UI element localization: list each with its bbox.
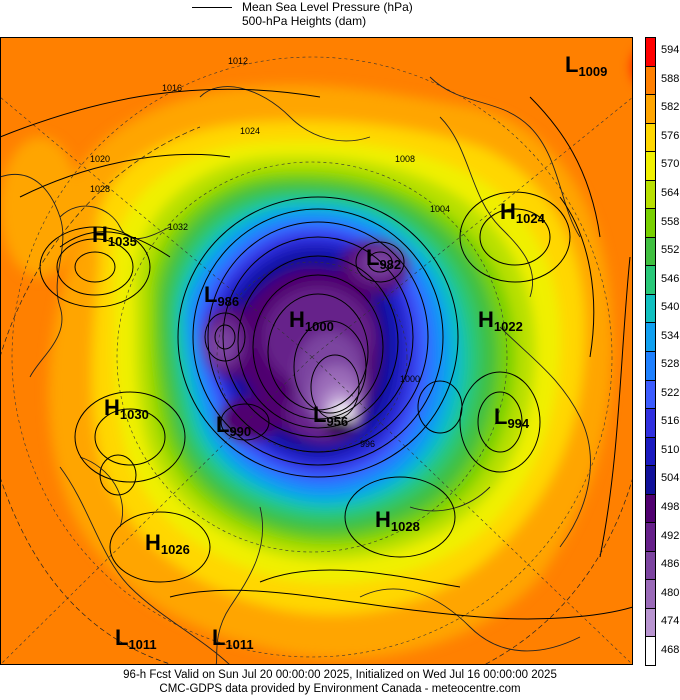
colorbar-swatch xyxy=(645,493,656,524)
colorbar-swatch xyxy=(645,607,656,638)
legend-heights-label: 500-hPa Heights (dam) xyxy=(242,14,367,28)
colorbar-label: 552 xyxy=(661,244,680,257)
isobar-label: 1000 xyxy=(400,374,420,384)
colorbar-label: 504 xyxy=(661,472,680,485)
colorbar-label: 480 xyxy=(661,586,680,599)
colorbar-label: 522 xyxy=(661,386,680,399)
colorbar-label: 492 xyxy=(661,529,680,542)
colorbar-label: 468 xyxy=(661,643,680,656)
map-footer: 96-h Fcst Valid on Sun Jul 20 00:00:00 2… xyxy=(0,668,680,696)
isobar-label: 1028 xyxy=(90,184,110,194)
isobar-label: 1008 xyxy=(395,154,415,164)
colorbar-swatch xyxy=(645,322,656,352)
isobar-label: 996 xyxy=(360,439,375,449)
pressure-center: H1028 xyxy=(375,507,420,534)
colorbar-label: 528 xyxy=(661,358,680,371)
colorbar-swatch xyxy=(645,293,656,324)
pressure-centers: L1009 H1035 H1024 L982 L986 H1000 H1022 … xyxy=(92,52,607,652)
pressure-center: H1026 xyxy=(145,530,190,557)
colorbar-label: 486 xyxy=(661,558,680,571)
weather-map: 1012 1016 1020 1024 1028 1032 1008 1004 … xyxy=(0,37,633,665)
colorbar-swatch xyxy=(645,579,656,609)
colorbar-label: 516 xyxy=(661,415,680,428)
isobar-labels: 1012 1016 1020 1024 1028 1032 1008 1004 … xyxy=(90,56,450,449)
colorbar-swatch xyxy=(645,436,656,467)
colorbar-swatch xyxy=(645,65,656,96)
pressure-center: L986 xyxy=(204,282,239,309)
pressure-center: H1000 xyxy=(289,307,334,334)
colorbar-label: 510 xyxy=(661,443,680,456)
colorbar-label: 474 xyxy=(661,615,680,628)
pressure-center: L1011 xyxy=(115,625,157,652)
legend-pressure-label: Mean Sea Level Pressure (hPa) xyxy=(242,0,413,14)
height-contours xyxy=(0,126,633,665)
isobars xyxy=(0,88,633,620)
map-frame xyxy=(0,37,633,665)
map-legend: Mean Sea Level Pressure (hPa) 500-hPa He… xyxy=(180,0,480,30)
height-colorbar: 594 588 582 576 570 564 558 552 546 540 534 528 522 5… xyxy=(645,37,680,666)
height-field xyxy=(0,37,633,665)
pressure-center: L956 xyxy=(313,402,348,429)
isobar-label: 1024 xyxy=(240,126,260,136)
colorbar-swatch xyxy=(645,236,656,267)
colorbar-swatch xyxy=(645,151,656,181)
colorbar-swatch xyxy=(645,94,656,124)
colorbar-swatch xyxy=(645,379,656,410)
isobar-label: 1032 xyxy=(168,222,188,232)
colorbar-swatch xyxy=(645,179,656,210)
pressure-center: L990 xyxy=(216,412,251,439)
colorbar-swatch xyxy=(645,265,656,295)
pressure-center: H1035 xyxy=(92,222,137,249)
colorbar-swatch xyxy=(645,37,656,67)
colorbar-label: 546 xyxy=(661,272,680,285)
isobar-label: 1012 xyxy=(228,56,248,66)
pressure-center: H1022 xyxy=(478,307,523,334)
pressure-center: L1011 xyxy=(212,625,254,652)
colorbar-swatch xyxy=(645,408,656,438)
colorbar-label: 498 xyxy=(661,501,680,513)
colorbar-swatch xyxy=(645,122,656,153)
colorbar-label: 564 xyxy=(661,187,680,199)
colorbar-swatch xyxy=(645,522,656,552)
colorbar-label: 582 xyxy=(661,101,680,114)
pressure-center: L994 xyxy=(494,404,530,431)
colorbar-swatch xyxy=(645,550,656,581)
pressure-center: L982 xyxy=(366,245,401,272)
forecast-valid-text: 96-h Fcst Valid on Sun Jul 20 00:00:00 2… xyxy=(123,669,557,681)
isobar-line-sample xyxy=(192,7,232,8)
colorbar-label: 588 xyxy=(661,72,680,85)
colorbar-label: 576 xyxy=(661,129,680,142)
data-credit-text: CMC-GDPS data provided by Environment Ca… xyxy=(159,683,521,695)
pressure-center: L1009 xyxy=(565,52,607,79)
pressure-center: H1030 xyxy=(104,395,149,422)
colorbar-label: 570 xyxy=(661,158,680,171)
pressure-center: H1024 xyxy=(500,199,546,226)
isobar-label: 1004 xyxy=(430,204,450,214)
colorbar-label: 558 xyxy=(661,215,680,228)
isobar-label: 1020 xyxy=(90,154,110,164)
isobar-label: 1016 xyxy=(162,83,182,93)
colorbar-label: 594 xyxy=(661,44,680,57)
colorbar-label: 534 xyxy=(661,329,680,342)
colorbar-swatch xyxy=(645,351,656,381)
colorbar-label: 540 xyxy=(661,301,680,314)
colorbar-swatch xyxy=(645,208,656,238)
colorbar-swatch xyxy=(645,465,656,495)
colorbar-swatch xyxy=(645,636,656,666)
